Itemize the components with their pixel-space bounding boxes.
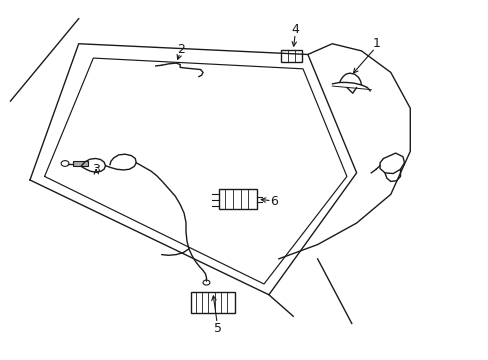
Text: 3: 3 xyxy=(92,163,100,176)
FancyBboxPatch shape xyxy=(73,161,88,166)
Text: 6: 6 xyxy=(269,195,277,208)
Text: 5: 5 xyxy=(213,322,221,335)
Text: 2: 2 xyxy=(177,42,184,55)
Text: 1: 1 xyxy=(371,37,379,50)
Text: 4: 4 xyxy=(291,23,299,36)
